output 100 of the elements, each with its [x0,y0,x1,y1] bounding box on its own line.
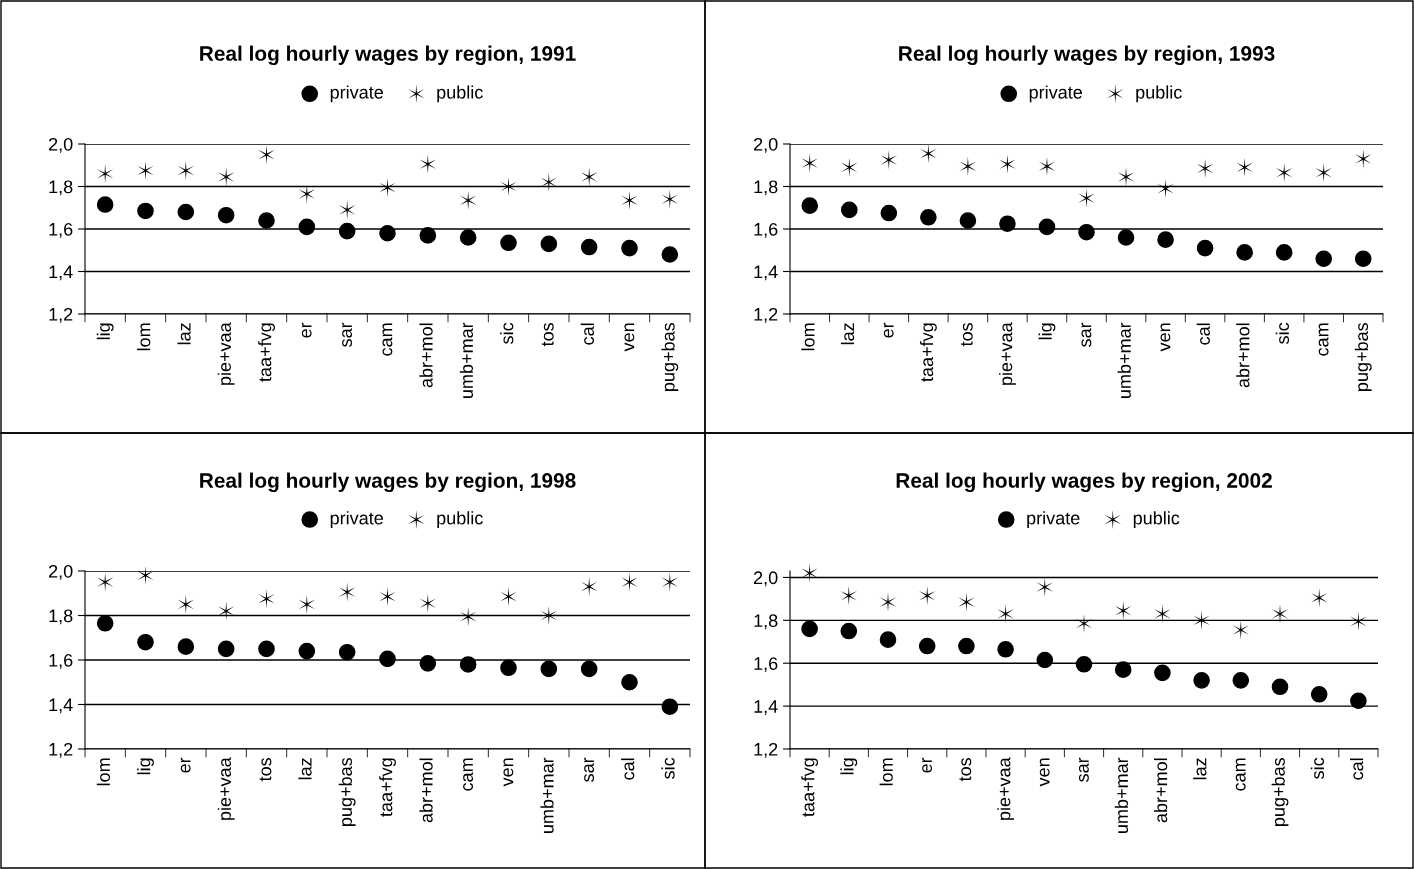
point [258,589,275,609]
point [1154,604,1171,624]
y-tick-label: 1,4 [754,700,778,715]
y-tick-label: 1,8 [49,609,73,625]
chart-title: Real log hourly wages by region, 1998 [200,472,576,493]
legend-label: private [330,85,383,103]
point [1315,250,1333,268]
point [621,572,638,592]
y-tick-label: 2,0 [49,137,73,153]
x-tick-label: cam [1318,323,1329,356]
point [379,224,396,242]
x-tick-label: lig [96,323,114,340]
point [1157,179,1174,199]
x-tick-label: pug+bas [661,322,679,391]
y-tick-label: 1,8 [754,180,778,196]
legend-label: public [1133,511,1180,529]
x-tick-label: pug+bas [338,757,356,826]
x-tick-label: cal [621,758,635,780]
point [1038,218,1056,236]
chart-title: Real log hourly wages by region, 2002 [896,472,1272,493]
chart-title: Real log hourly wages by region, 1991 [200,45,576,66]
legend-label: public [437,511,483,529]
point [258,212,275,229]
point [500,234,517,252]
point [1193,672,1210,689]
x-tick-label: tos [541,322,554,347]
x-tick-label: cam [1235,758,1246,791]
point [959,212,977,229]
point [1354,250,1372,268]
point [137,565,154,586]
point [801,620,818,638]
x-tick-label: abr+mol [1236,323,1250,388]
point [1271,678,1289,696]
legend-label: private [1027,511,1080,529]
x-tick-label: er [883,322,894,338]
x-tick-label: pie+vaa [999,322,1016,385]
point [1078,188,1095,208]
x-tick-label: sar [1081,322,1092,347]
point [1310,686,1328,703]
x-tick-label: ven [1160,323,1171,352]
y-tick-label: 1,4 [49,698,73,714]
x-tick-label: sar [584,757,595,782]
point [1350,692,1367,710]
point [661,698,679,716]
legend-label: public [1136,85,1182,103]
point [338,222,356,240]
y-tick-label: 1,6 [49,653,73,669]
point [540,660,558,678]
x-tick-label: cam [382,323,393,356]
x-tick-label: laz [177,323,191,345]
point [997,640,1014,658]
point [1236,157,1253,177]
x-tick-label: lom [879,758,893,786]
x-tick-label: cal [1349,758,1364,780]
point [1075,655,1093,673]
x-tick-label: lom [96,758,111,786]
point [217,206,235,224]
x-tick-label: er [922,757,933,773]
point [1275,244,1293,261]
y-tick-label: 1,2 [49,742,73,758]
point [1078,223,1095,241]
point [879,631,897,648]
y-tick-label: 1,6 [754,657,778,673]
point [338,643,356,661]
point [840,201,858,219]
x-tick-label: pie+vaa [217,322,235,385]
x-tick-label: cam [463,758,474,791]
point [999,154,1016,174]
x-tick-label: umb+mar [1117,322,1131,398]
point [137,202,154,220]
x-tick-label: ven [503,758,514,787]
point [1157,231,1174,248]
x-tick-label: pug+bas [1271,757,1289,826]
point [918,637,936,655]
y-tick-label: 1,4 [49,265,73,281]
point [801,197,819,214]
x-tick-label: taa+fvg [801,758,819,817]
point [177,638,195,655]
point [1193,610,1210,630]
x-tick-label: sic [661,757,675,779]
x-tick-label: tos [259,757,272,782]
point [137,160,154,181]
point [419,655,437,672]
x-tick-label: taa+fvg [919,323,937,382]
x-tick-label: sic [1310,757,1325,779]
x-tick-label: tos [959,757,972,782]
x-tick-label: sar [1078,757,1089,782]
y-tick-label: 1,4 [754,265,778,281]
legend-label: private [1029,85,1082,103]
chart-title: Real log hourly wages by region, 1993 [899,45,1275,66]
point [997,604,1014,624]
point [258,640,275,658]
point [137,633,154,651]
point [459,229,477,246]
point [999,215,1016,232]
point [298,642,316,660]
x-tick-label: pie+vaa [217,757,235,820]
point [540,235,558,253]
x-tick-label: laz [298,758,312,780]
legend-label: public [437,85,483,103]
